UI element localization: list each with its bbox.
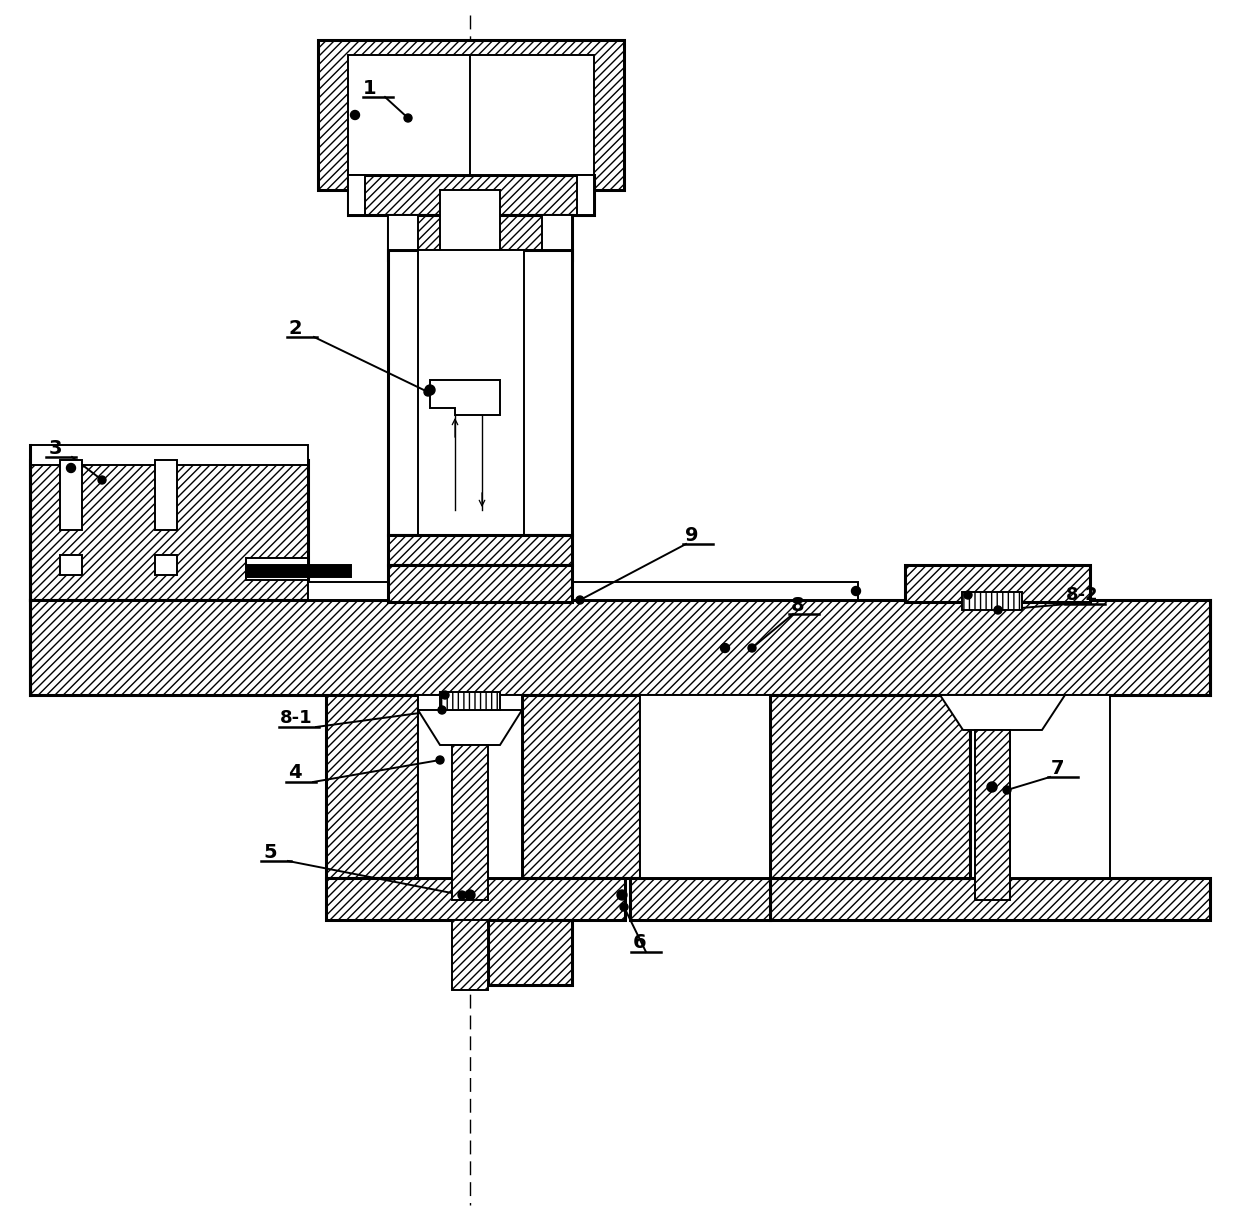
Bar <box>317 40 624 190</box>
Bar <box>542 215 572 250</box>
Circle shape <box>994 606 1002 614</box>
Polygon shape <box>348 175 365 215</box>
Circle shape <box>351 110 360 120</box>
Bar <box>60 460 82 530</box>
Circle shape <box>458 892 466 899</box>
Circle shape <box>425 385 435 395</box>
Circle shape <box>404 114 412 123</box>
Text: 2: 2 <box>288 319 301 337</box>
Bar <box>308 582 858 600</box>
Circle shape <box>577 596 584 604</box>
Text: 1: 1 <box>363 79 377 97</box>
Circle shape <box>620 902 627 911</box>
Circle shape <box>436 756 444 764</box>
Bar <box>440 691 500 710</box>
Bar <box>348 175 594 215</box>
Circle shape <box>424 388 432 395</box>
Text: 5: 5 <box>263 843 277 861</box>
Bar <box>975 730 1011 900</box>
Bar <box>348 55 594 175</box>
Circle shape <box>465 890 475 900</box>
Circle shape <box>618 890 627 900</box>
Bar <box>388 535 572 565</box>
Bar <box>522 695 640 878</box>
Bar <box>962 592 1022 610</box>
Bar <box>30 600 1210 695</box>
Bar <box>30 445 308 465</box>
Bar <box>770 878 1210 919</box>
Text: 9: 9 <box>686 525 699 545</box>
Bar <box>326 695 418 878</box>
Bar <box>489 919 572 985</box>
Circle shape <box>963 591 972 599</box>
Bar <box>453 745 489 900</box>
Bar <box>246 558 308 580</box>
Bar <box>388 565 572 602</box>
Circle shape <box>438 706 446 714</box>
Text: 8-1: 8-1 <box>280 710 312 727</box>
Bar <box>60 556 82 575</box>
Bar <box>418 250 525 535</box>
Bar <box>388 250 572 535</box>
Bar <box>1011 695 1110 878</box>
Bar <box>905 565 1090 602</box>
Circle shape <box>1003 786 1011 795</box>
Bar <box>453 919 489 990</box>
Text: 7: 7 <box>1050 758 1064 778</box>
Text: 8-2: 8-2 <box>1065 586 1099 604</box>
Bar <box>640 695 770 878</box>
Bar <box>155 556 177 575</box>
Bar <box>418 190 525 535</box>
Text: 4: 4 <box>288 763 301 782</box>
Text: 3: 3 <box>48 439 62 457</box>
Bar <box>440 190 500 535</box>
Circle shape <box>748 644 756 653</box>
Bar <box>418 695 522 878</box>
Circle shape <box>852 587 861 596</box>
Circle shape <box>67 463 76 473</box>
Polygon shape <box>577 175 594 215</box>
Polygon shape <box>940 695 1065 730</box>
Text: 6: 6 <box>634 934 647 952</box>
Text: 8: 8 <box>791 596 805 615</box>
Bar <box>30 460 308 600</box>
Circle shape <box>987 782 997 792</box>
Bar <box>388 215 572 260</box>
Circle shape <box>98 475 105 484</box>
Bar <box>770 695 970 878</box>
Circle shape <box>720 644 729 653</box>
Bar <box>630 878 770 919</box>
Bar <box>155 460 177 530</box>
Bar <box>326 878 625 919</box>
Bar <box>246 565 351 577</box>
Polygon shape <box>430 380 500 415</box>
Polygon shape <box>418 710 522 745</box>
Bar <box>388 215 418 250</box>
Circle shape <box>441 691 449 699</box>
